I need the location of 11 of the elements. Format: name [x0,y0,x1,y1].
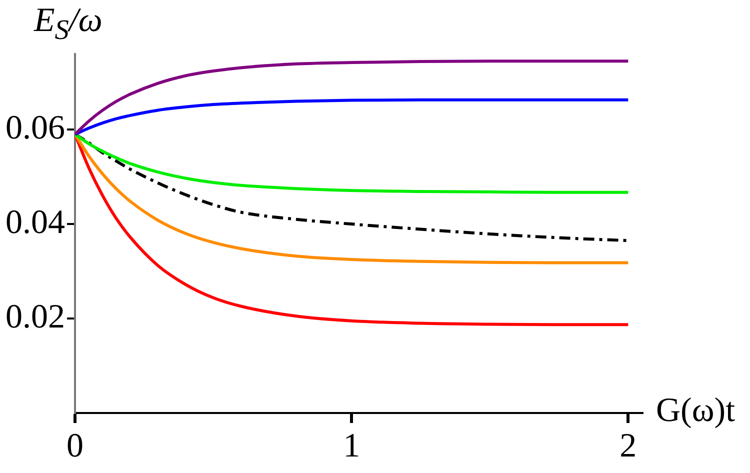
y-tick-label: 0.02 [6,298,65,336]
line-series [75,60,630,136]
line-series [75,98,630,136]
y-axis-title: E$_{S}$/ω [34,2,102,47]
x-tick-label: 1 [343,427,360,464]
x-tick-label: 0 [66,427,84,464]
x-axis-title: G(ω)t [656,392,736,430]
y-tick-label: 0.06 [6,110,65,146]
y-tick-label: 0.04 [6,204,65,241]
line-series [75,132,630,194]
x-tick-label: 2 [620,427,637,464]
